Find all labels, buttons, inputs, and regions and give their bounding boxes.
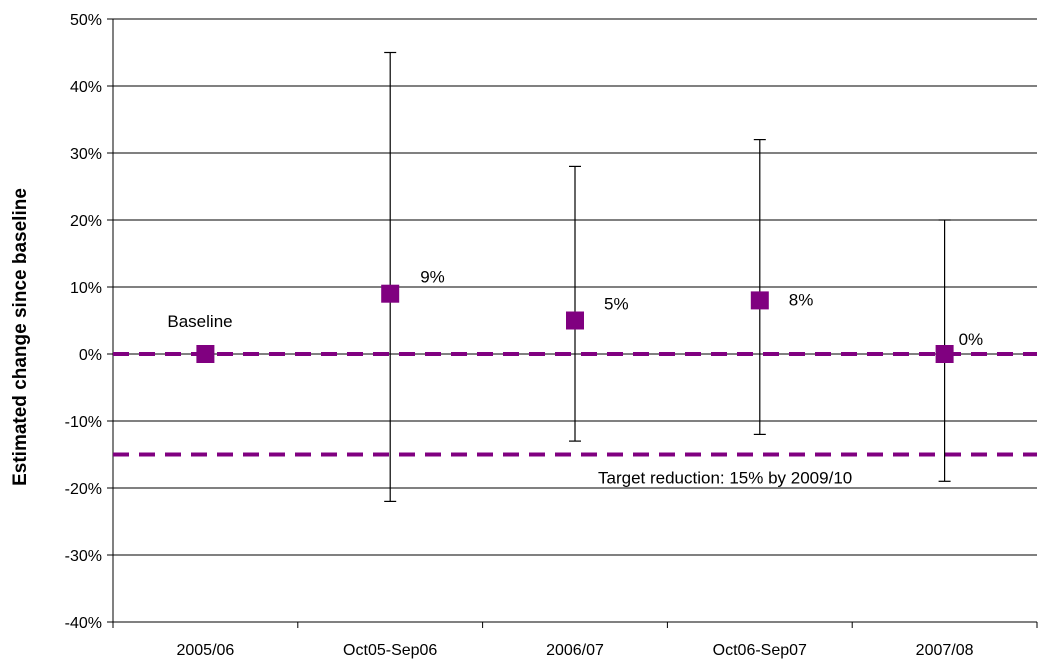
- y-tick-label: 20%: [70, 213, 102, 230]
- data-labels: Target reduction: 15% by 2009/10 Baseline…: [167, 268, 983, 488]
- y-tick-label: 0%: [79, 347, 102, 364]
- y-tick-label: -40%: [65, 615, 102, 632]
- error-bars: [384, 51, 951, 502]
- reference-line-label: Target reduction: 15% by 2009/10: [598, 469, 852, 488]
- data-point: [935, 345, 954, 363]
- x-tick-label: 2005/06: [176, 642, 234, 659]
- data-point: [750, 291, 769, 310]
- data-label: 8%: [789, 290, 814, 309]
- x-tick-label: 2007/08: [916, 642, 974, 659]
- x-tick-label: 2006/07: [546, 642, 604, 659]
- reference-lines: [113, 352, 1037, 457]
- y-tick-label: 10%: [70, 280, 102, 297]
- data-point: [566, 311, 584, 330]
- y-axis-label: Estimated change since baseline: [10, 188, 31, 486]
- x-tick-label: Oct05-Sep06: [343, 642, 437, 659]
- y-tick-label: -20%: [65, 481, 102, 498]
- y-tick-label: 40%: [70, 79, 102, 96]
- data-label: 5%: [604, 295, 629, 314]
- data-label: 9%: [420, 268, 445, 287]
- data-label: Baseline: [167, 312, 232, 331]
- data-point: [381, 284, 400, 303]
- tick-labels: 50% 40% 30% 20% 10% 0% -10% -20% -30% -40% 2005/06…: [65, 12, 974, 659]
- data-label: 0%: [959, 330, 984, 349]
- x-tick-label: Oct06-Sep07: [713, 642, 807, 659]
- y-tick-label: 50%: [70, 12, 102, 29]
- data-points: [196, 284, 954, 363]
- y-tick-label: -30%: [65, 548, 102, 565]
- axes: [107, 18, 1038, 628]
- y-tick-label: 30%: [70, 146, 102, 163]
- data-point: [196, 345, 215, 363]
- y-tick-label: -10%: [65, 414, 102, 431]
